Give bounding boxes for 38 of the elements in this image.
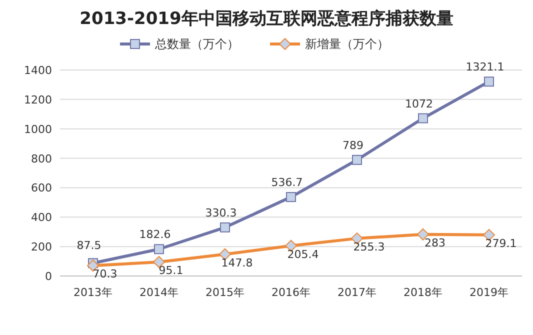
data-label: 95.1 [158,264,184,278]
point [352,154,362,165]
data-label: 255.3 [353,240,385,254]
x-tick-label: 2013年 [74,286,112,299]
y-tick-label: 200 [31,240,52,254]
data-label: 1321.1 [466,60,504,74]
y-tick-label: 1400 [24,64,52,77]
legend-label: 总数量（万个） [154,37,239,51]
data-label: 70.3 [92,268,118,281]
point [484,76,494,87]
chart-title: 2013-2019年中国移动互联网恶意程序捕获数量 [80,9,454,29]
data-label: 87.5 [76,239,102,252]
y-tick-label: 0 [45,270,52,283]
data-label: 283 [424,236,446,250]
y-tick-label: 800 [31,152,52,166]
data-label: 147.8 [221,256,253,270]
y-tick-label: 600 [31,182,52,195]
x-tick-label: 2017年 [338,286,376,299]
y-tick-label: 400 [31,211,52,224]
data-label: 205.4 [287,248,319,261]
legend-label: 新增量（万个） [305,37,389,51]
data-label: 789 [342,138,364,152]
y-tick-label: 1000 [24,122,52,136]
data-label: 182.6 [139,228,171,242]
data-label: 330.3 [205,206,237,220]
point [418,113,428,124]
x-tick-label: 2014年 [140,286,178,299]
point [286,192,296,202]
y-tick-label: 1200 [24,93,52,106]
x-tick-label: 2018年 [404,286,442,299]
x-tick-label: 2015年 [206,286,244,299]
data-label: 279.1 [485,236,517,250]
point [154,244,164,254]
data-label: 1072 [405,97,433,110]
x-tick-label: 2019年 [470,286,508,299]
data-label: 536.7 [271,176,303,190]
x-tick-label: 2016年 [272,286,310,299]
point [220,222,230,232]
